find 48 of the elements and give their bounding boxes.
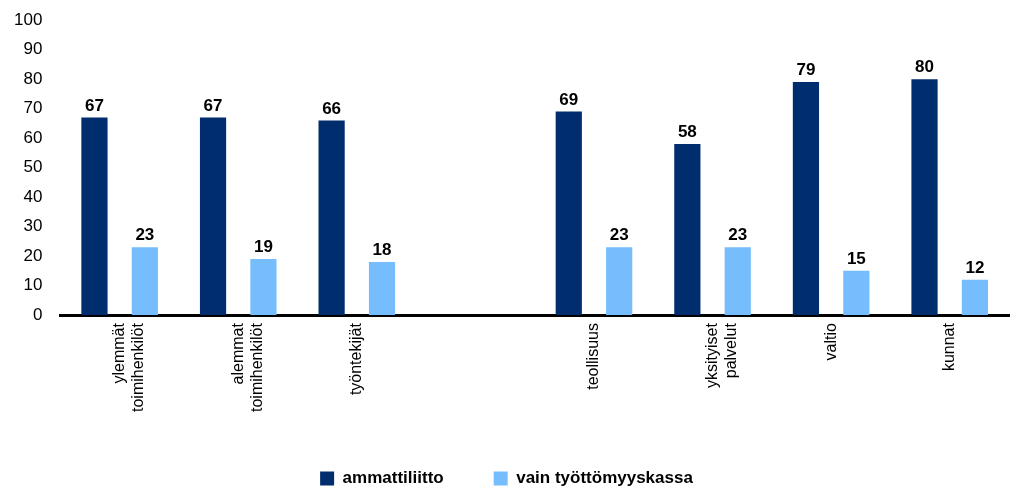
x-tick-label: työntekijät <box>347 322 365 396</box>
y-tick-label: 80 <box>23 68 43 88</box>
y-tick-label: 60 <box>23 127 43 147</box>
data-label: 23 <box>728 225 748 245</box>
bar <box>368 261 396 316</box>
x-tick-label: teollisuus <box>584 323 602 390</box>
data-label: 12 <box>965 257 985 277</box>
data-label: 79 <box>796 60 816 80</box>
x-tick-label: valtio <box>821 322 839 361</box>
y-tick-label: 20 <box>23 245 43 265</box>
bar <box>792 82 820 316</box>
bar <box>555 111 582 316</box>
x-tick-label: kunnat <box>940 322 958 372</box>
data-label: 67 <box>203 95 223 115</box>
x-tick-label: yksityiset palvelut <box>702 322 740 388</box>
bar <box>674 144 701 316</box>
y-tick-label: 10 <box>23 275 43 295</box>
legend-label: vain työttömyyskassa <box>516 468 694 488</box>
data-label: 69 <box>559 89 579 109</box>
data-label: 66 <box>322 98 342 118</box>
y-tick-label: 100 <box>13 9 43 29</box>
bar <box>81 117 108 316</box>
data-label: 19 <box>253 237 273 257</box>
bar <box>724 247 751 316</box>
data-label: 18 <box>372 240 392 260</box>
x-tick-label: alemmat toimihenkilöt <box>228 322 265 413</box>
data-label: 15 <box>846 249 866 269</box>
bar <box>131 247 158 316</box>
y-tick-label: 90 <box>23 39 43 59</box>
bar <box>318 120 345 316</box>
y-tick-label: 30 <box>23 216 43 236</box>
x-tick-label: ylemmät toimihenkilöt <box>110 322 147 413</box>
data-label: 80 <box>915 57 934 77</box>
data-label: 58 <box>677 122 697 142</box>
bar <box>911 79 938 316</box>
y-tick-label: 0 <box>32 304 43 324</box>
bar <box>606 247 633 316</box>
bar <box>199 117 227 316</box>
y-tick-label: 40 <box>23 186 43 206</box>
bar <box>250 259 277 316</box>
data-label: 67 <box>84 95 104 115</box>
data-label: 23 <box>609 225 629 245</box>
bar <box>961 279 989 316</box>
legend-label: ammattiliitto <box>342 468 444 488</box>
data-label: 23 <box>135 225 155 245</box>
bar <box>843 270 870 316</box>
y-tick-label: 50 <box>23 157 43 177</box>
y-tick-label: 70 <box>23 98 43 118</box>
